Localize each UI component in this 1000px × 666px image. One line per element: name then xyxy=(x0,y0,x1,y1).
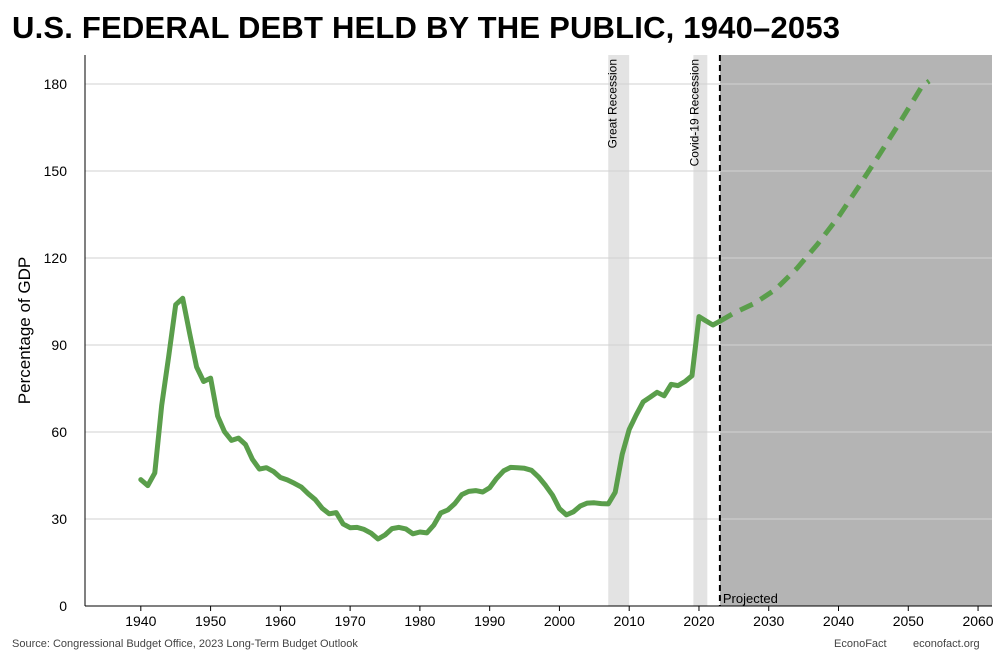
x-tick-label: 1970 xyxy=(335,613,366,629)
site-label: econofact.org xyxy=(913,638,980,650)
x-tick-label: 1980 xyxy=(404,613,435,629)
axes: 0 30 60 90 120 150 180 1940 1950 1960 1970 1980 1990… xyxy=(15,55,994,629)
brand-label: EconoFact xyxy=(834,638,887,650)
recession-band xyxy=(608,55,630,606)
x-tick-label: 2020 xyxy=(683,613,714,629)
recession-label: Great Recession xyxy=(606,59,620,148)
x-tick-label: 2000 xyxy=(544,613,575,629)
projected-debt-line xyxy=(718,79,931,324)
y-tick-label: 60 xyxy=(51,424,67,440)
recession-band xyxy=(693,55,708,606)
historical-debt-line xyxy=(138,295,723,542)
y-tick-label: 180 xyxy=(44,76,68,92)
recession-label: Covid-19 Recession xyxy=(687,59,701,166)
x-tick-label: 2060 xyxy=(962,613,993,629)
y-tick-label: 90 xyxy=(51,337,67,353)
x-tick-label: 2030 xyxy=(753,613,784,629)
y-axis-label: Percentage of GDP xyxy=(15,257,34,404)
y-tick-label: 30 xyxy=(51,511,67,527)
x-tick-label: 2040 xyxy=(823,613,854,629)
x-tick-label: 2010 xyxy=(614,613,645,629)
gridlines xyxy=(85,83,992,520)
x-tick-label: 1950 xyxy=(195,613,226,629)
y-tick-label: 0 xyxy=(59,598,67,614)
x-tick-label: 1940 xyxy=(125,613,156,629)
y-tick-label: 150 xyxy=(44,163,68,179)
x-tick-label: 2050 xyxy=(893,613,924,629)
projection-region xyxy=(719,55,992,606)
source-note: Source: Congressional Budget Office, 202… xyxy=(12,638,358,650)
shaded-bands xyxy=(608,55,992,606)
annotations: Great Recession Covid-19 Recession Project… xyxy=(606,59,778,606)
series-lines xyxy=(138,55,931,606)
projected-label: Projected xyxy=(723,591,778,606)
y-tick-label: 120 xyxy=(44,250,68,266)
x-tick-label: 1990 xyxy=(474,613,505,629)
x-tick-label: 1960 xyxy=(265,613,296,629)
page-title: U.S. FEDERAL DEBT HELD BY THE PUBLIC, 19… xyxy=(12,10,841,45)
